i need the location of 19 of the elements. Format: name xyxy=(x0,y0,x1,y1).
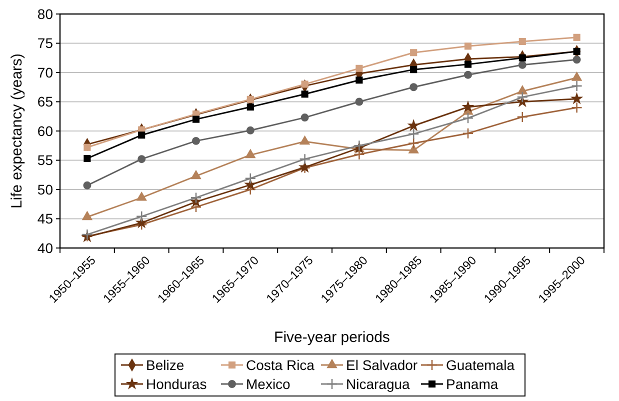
y-tick-label: 75 xyxy=(37,35,54,52)
legend-label: Honduras xyxy=(146,376,207,392)
legend-label: Mexico xyxy=(246,376,291,392)
y-tick-label: 50 xyxy=(37,181,54,198)
y-tick-label: 65 xyxy=(37,94,54,110)
y-tick-label: 45 xyxy=(37,210,54,227)
legend-label: El Salvador xyxy=(346,356,418,373)
y-tick-label: 70 xyxy=(37,64,54,80)
x-axis-title: Five-year periods xyxy=(274,329,390,346)
legend-label: Panama xyxy=(446,376,498,392)
y-tick-label: 55 xyxy=(37,152,54,168)
y-tick-label: 80 xyxy=(37,6,54,22)
legend-label: Guatemala xyxy=(446,356,515,373)
y-tick-label: 60 xyxy=(37,122,54,139)
y-tick-label: 40 xyxy=(37,240,54,256)
legend-label: Belize xyxy=(146,356,184,373)
legend-label: Nicaragua xyxy=(346,376,410,392)
legend-label: Costa Rica xyxy=(246,356,315,373)
y-axis-title: Life expectancy (years) xyxy=(8,53,26,209)
